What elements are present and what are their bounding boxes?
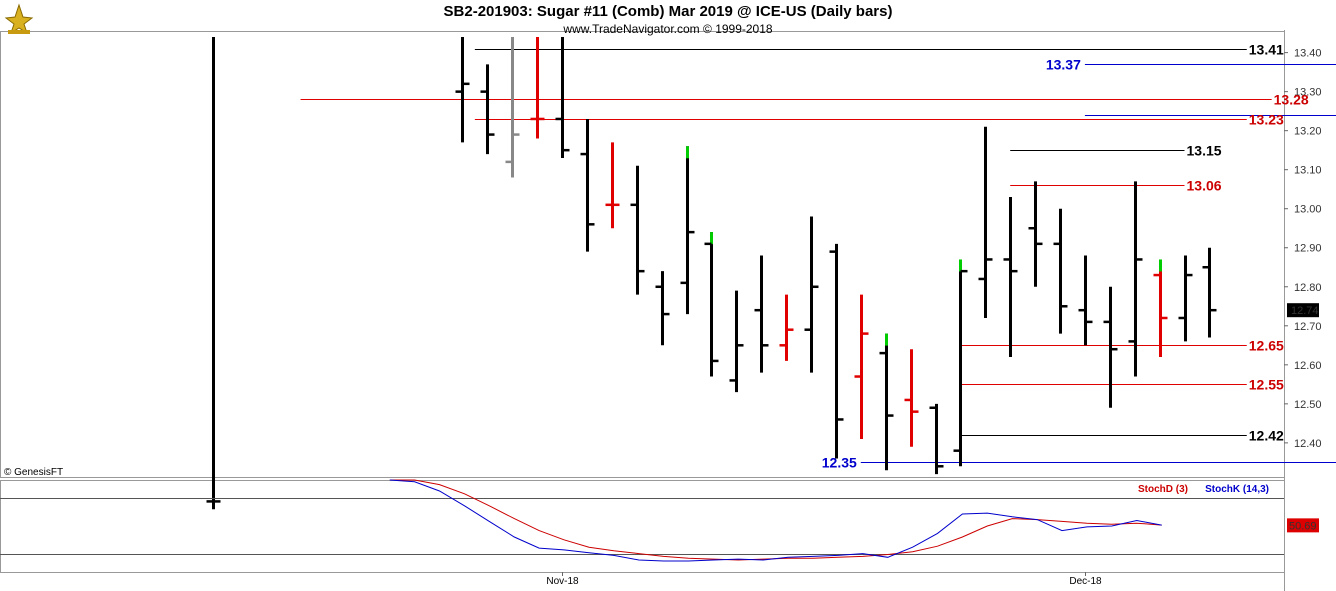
last-price-box: [1287, 303, 1319, 318]
level-label-12.55: 12.55: [1249, 377, 1284, 393]
stochk-line: [389, 479, 1162, 562]
genesis-copyright: © GenesisFT: [4, 467, 63, 478]
price-tick-label: 13.30: [1294, 87, 1322, 99]
price-tick-label: 12.50: [1294, 399, 1322, 411]
chart-subtitle: www.TradeNavigator.com © 1999-2018: [563, 22, 773, 36]
level-label-12.65: 12.65: [1249, 338, 1284, 354]
level-label-13.23: 13.23: [1249, 112, 1284, 128]
price-tick-label: 13.40: [1294, 48, 1322, 60]
price-tick-label: 13.20: [1294, 126, 1322, 138]
price-tick-label: 12.80: [1294, 282, 1322, 294]
price-tick-label: 12.90: [1294, 243, 1322, 255]
stochd-legend: StochD (3): [1138, 484, 1188, 495]
chart-title: SB2-201903: Sugar #11 (Comb) Mar 2019 @ …: [443, 3, 893, 20]
level-label-13.28: 13.28: [1274, 92, 1309, 108]
price-panel-frame: [0, 31, 1285, 478]
level-label-12.35: 12.35: [822, 455, 857, 471]
date-tick-label: Nov-18: [546, 576, 579, 587]
level-label-12.42: 12.42: [1249, 428, 1284, 444]
level-label-13.41: 13.41: [1249, 42, 1284, 58]
price-tick-label: 13.10: [1294, 165, 1322, 177]
stoch-last-label: 50.69: [1289, 520, 1317, 532]
price-tick-label: 13.00: [1294, 204, 1322, 216]
last-price-label: 12.74: [1291, 305, 1319, 317]
level-label-13.37: 13.37: [1046, 57, 1081, 73]
price-tick-label: 12.40: [1294, 438, 1322, 450]
price-tick-label: 12.70: [1294, 321, 1322, 333]
trade-navigator-logo: [4, 3, 34, 35]
level-label-13.06: 13.06: [1187, 178, 1222, 194]
stoch-last-box: [1287, 518, 1319, 533]
level-label-13.15: 13.15: [1187, 143, 1222, 159]
stochd-line: [389, 479, 1162, 561]
price-tick-label: 12.60: [1294, 360, 1322, 372]
stochk-legend: StochK (14,3): [1205, 484, 1269, 495]
date-tick-label: Dec-18: [1069, 576, 1102, 587]
